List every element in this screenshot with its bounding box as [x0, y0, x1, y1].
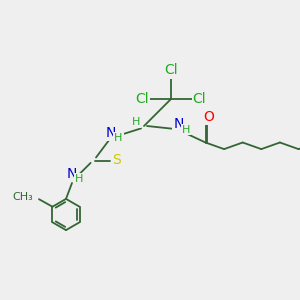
Text: S: S [112, 154, 121, 167]
Text: N: N [106, 126, 116, 140]
Text: Cl: Cl [164, 64, 178, 77]
Text: N: N [67, 167, 77, 181]
Text: H: H [75, 173, 84, 184]
Text: H: H [182, 124, 190, 135]
Text: Cl: Cl [136, 92, 149, 106]
Text: Cl: Cl [193, 92, 206, 106]
Text: N: N [173, 118, 184, 131]
Text: CH₃: CH₃ [13, 192, 34, 202]
Text: O: O [204, 110, 214, 124]
Text: H: H [114, 133, 123, 143]
Text: H: H [131, 117, 140, 128]
